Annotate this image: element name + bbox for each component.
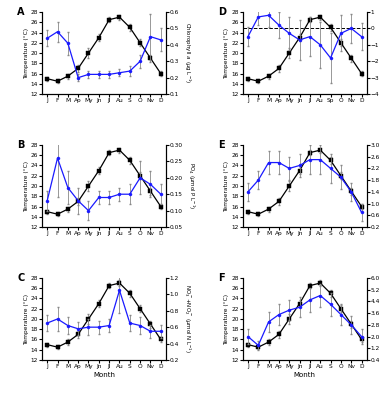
Y-axis label: Temperature (°C): Temperature (°C) [224,160,229,212]
Text: E: E [218,140,225,150]
X-axis label: Month: Month [294,372,316,378]
Text: A: A [17,7,25,17]
X-axis label: Month: Month [93,372,115,378]
Y-axis label: Temperature (°C): Temperature (°C) [224,28,229,79]
Y-axis label: Temperature (°C): Temperature (°C) [24,28,29,79]
Y-axis label: Temperature (°C): Temperature (°C) [224,293,229,344]
Text: C: C [17,273,24,283]
Text: F: F [218,273,225,283]
Y-axis label: Temperature (°C): Temperature (°C) [24,293,29,344]
Text: B: B [17,140,24,150]
Y-axis label: Chlorophyll $a$ ($\mu$g L$^{-1}$): Chlorophyll $a$ ($\mu$g L$^{-1}$) [182,22,192,84]
Y-axis label: PO$_4$ ($\mu$mol P L$^{-1}$): PO$_4$ ($\mu$mol P L$^{-1}$) [186,162,196,210]
Y-axis label: NO$_3^-$+NO$_2^-$ ($\mu$mol N L$^{-1}$): NO$_3^-$+NO$_2^-$ ($\mu$mol N L$^{-1}$) [182,284,193,354]
Text: D: D [218,7,226,17]
Y-axis label: Temperature (°C): Temperature (°C) [24,160,29,212]
